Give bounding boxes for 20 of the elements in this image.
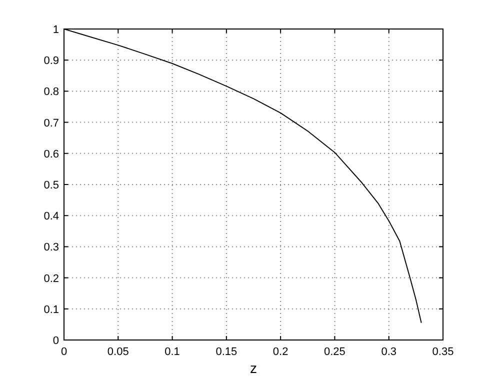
y-tick-label: 0.4: [44, 210, 59, 223]
y-tick-label: 1: [52, 24, 59, 36]
x-tick-label: 0.15: [216, 346, 238, 358]
y-tick-label: 0.3: [44, 242, 59, 254]
y-tick-label: 0.6: [44, 148, 59, 160]
x-tick-label: 0.25: [324, 346, 346, 358]
y-tick-label: 0: [52, 335, 59, 347]
x-axis-title: z: [250, 360, 257, 376]
x-tick-label: 0.1: [164, 346, 180, 358]
x-tick-label: 0.2: [272, 346, 288, 358]
x-tick-label: 0.3: [381, 346, 397, 358]
x-tick-label: 0: [60, 346, 68, 358]
y-tick-label: 0.7: [44, 117, 59, 130]
y-tick-label: 0.1: [44, 304, 59, 316]
y-tick-label: 0.5: [44, 180, 59, 192]
y-tick-label: 0.9: [44, 55, 59, 68]
x-tick-label: 0.05: [107, 346, 129, 358]
y-tick-label: 0.2: [44, 272, 59, 285]
x-tick-label: 0.35: [432, 346, 454, 358]
y-tick-label: 0.8: [44, 86, 59, 98]
